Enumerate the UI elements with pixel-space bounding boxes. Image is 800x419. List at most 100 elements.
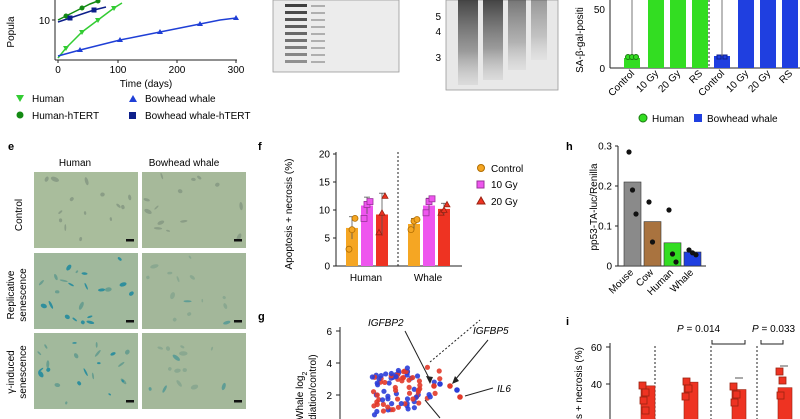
gel-1-band: [285, 39, 307, 42]
panel-h-point: [669, 251, 676, 257]
legend-whale-htert-label: Bowhead whale-hTERT: [145, 111, 250, 122]
panel-g-point: [437, 376, 443, 382]
panel-e-cell: [223, 303, 228, 309]
panel-i-ytick-label-40: 40: [591, 380, 603, 391]
panel-e-scale-bar: [126, 400, 134, 403]
panel-g-point: [411, 405, 417, 411]
panel-e-cell: [91, 372, 95, 380]
panel-g-arrowhead-igfbp5: [452, 376, 459, 384]
panel-g-point: [371, 412, 378, 418]
panel-g-point: [395, 404, 401, 410]
panel-e-cell: [108, 393, 112, 396]
panel-e-cell: [98, 288, 106, 292]
gel-2-lane-3: [508, 0, 526, 70]
panel-e-cell: [190, 384, 199, 390]
panel-h-point: [649, 239, 656, 245]
panel-g-point: [376, 376, 382, 382]
panel-f-legend-control-marker: [477, 164, 485, 172]
panel-g-point: [380, 401, 386, 407]
panel-e-cell: [65, 401, 68, 405]
panel-h-point: [633, 211, 639, 217]
panel-e-cell: [128, 194, 132, 201]
panel-e-cell: [162, 385, 167, 393]
panel-a-whale-point: [197, 21, 203, 26]
panel-d-ytick-50: 50: [594, 5, 606, 16]
panel-e-cell: [170, 292, 175, 300]
panel-g-point: [374, 401, 380, 408]
panel-h-point: [629, 187, 636, 193]
panel-g-point: [406, 384, 412, 390]
panel-f-ytick-label: 10: [319, 206, 331, 217]
panel-e-cell: [87, 315, 93, 319]
panel-f-letter: f: [258, 141, 262, 153]
panel-f-plot-area: 0 5 10 15 20 Human Whale: [319, 150, 462, 284]
panel-i-point: [778, 376, 787, 385]
panel-e-row-senescence-1: senescence: [18, 268, 29, 322]
panel-e-row-senescence-2: senescence: [18, 345, 29, 399]
panel-e-row-gamma-induced: γ-induced: [6, 350, 17, 393]
panel-g-ylabel-1: Whale log2: [295, 372, 309, 419]
panel-h-category-label: Whale: [668, 267, 696, 295]
gel-2-lane-2: [483, 0, 503, 80]
panel-e-cell: [66, 264, 72, 271]
panel-e-scale-bar: [234, 400, 242, 403]
panel-f-bar: [376, 214, 388, 266]
legend-whale-marker: [129, 95, 137, 102]
panel-f-point: [428, 195, 436, 203]
panel-g-point: [405, 406, 411, 412]
panel-e-letter: e: [8, 141, 14, 153]
panel-h-p53-activity-chart: h pp53-TA-luc/Renilla 00.10.20.3MouseCow…: [566, 141, 706, 298]
panel-e-cell: [223, 320, 231, 325]
panel-i-point: [732, 390, 741, 399]
panel-e-cell: [54, 290, 60, 294]
panel-a-ytick-10: 10: [39, 16, 51, 27]
panel-g-point: [414, 373, 421, 379]
panel-e-scale-bar: [126, 320, 134, 323]
panel-g-highlight-point: [454, 387, 460, 393]
panel-f-point: [345, 245, 353, 253]
panel-g-point: [381, 388, 387, 394]
panel-f-point: [360, 214, 368, 222]
panel-e-cell: [188, 255, 192, 259]
panel-e-cell: [80, 320, 85, 325]
panel-h-ytick-label: 0.1: [598, 222, 612, 233]
panel-a-human-point: [111, 6, 117, 11]
panel-h-point: [646, 199, 652, 205]
panel-e-cell: [180, 219, 188, 223]
panel-f-group-label: Human: [350, 273, 382, 284]
panel-g-point: [389, 401, 395, 407]
panel-e-cell: [118, 361, 125, 367]
panel-g-point: [410, 374, 416, 381]
gel-1-band-faint: [311, 5, 325, 7]
panel-f-ytick-label: 15: [319, 178, 331, 189]
panel-g-point: [390, 406, 396, 413]
panel-f-point: [443, 200, 451, 208]
panel-g-highlight-point: [431, 383, 437, 389]
panel-f-group-label: Whale: [414, 273, 443, 284]
panel-g-point: [374, 392, 380, 398]
panel-g-point: [417, 382, 423, 388]
panel-e-cell: [72, 317, 77, 322]
panel-f-bar: [346, 227, 358, 266]
panel-e-micrograph: [34, 172, 138, 248]
panel-i-ylabel: s + necrosis (%): [574, 347, 585, 419]
panel-e-cell: [239, 202, 243, 211]
gel-1-band-faint: [311, 47, 325, 49]
panel-e-scale-bar: [126, 239, 134, 242]
panel-e-cell: [104, 287, 112, 292]
panel-g-highlight-point: [437, 381, 443, 387]
panel-g-highlight-point: [457, 394, 463, 400]
gel-2-lane-1: [458, 0, 478, 85]
panel-e-cell: [84, 282, 88, 290]
gel-marker-5: 5: [435, 12, 441, 23]
panel-e-cell: [176, 380, 182, 387]
panel-a-whale-htert-line: [57, 6, 107, 23]
gel-image-2: 5 4 3: [435, 0, 559, 91]
gel-1-band: [285, 53, 307, 56]
panel-e-micrograph: [142, 333, 246, 409]
panel-e-cell: [72, 342, 77, 344]
panel-i-bracket-2: [760, 340, 784, 345]
panel-e-cell: [150, 264, 159, 269]
panel-h-ytick-label: 0.2: [598, 182, 612, 193]
panel-d-legend-human-marker: [638, 113, 648, 123]
